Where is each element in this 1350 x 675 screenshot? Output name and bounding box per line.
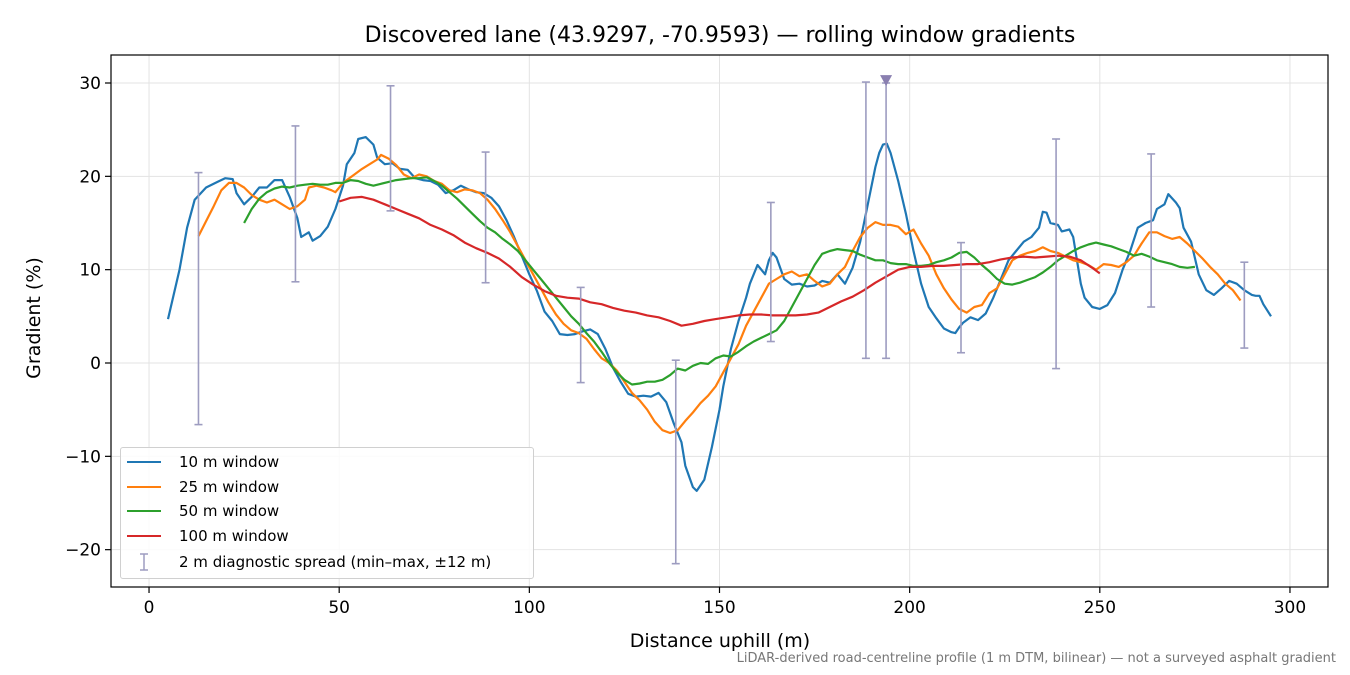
footnote: LiDAR-derived road-centreline profile (1… <box>736 651 1336 666</box>
legend-label: 2 m diagnostic spread (min–max, ±12 m) <box>179 553 492 571</box>
error-bar <box>766 201 775 343</box>
series-layer <box>166 75 1272 565</box>
error-bar <box>481 151 490 284</box>
series-line <box>338 195 1101 327</box>
chart-title: Discovered lane (43.9297, -70.9593) — ro… <box>365 23 1076 48</box>
legend-item: 2 m diagnostic spread (min–max, ±12 m) <box>121 551 491 573</box>
series-line <box>243 176 1196 386</box>
y-tick-label: 30 <box>79 74 101 94</box>
error-bar <box>861 81 870 360</box>
error-bar <box>386 85 395 212</box>
x-tick-label: 150 <box>703 598 735 618</box>
legend-item: 50 m window <box>121 500 279 522</box>
legend-swatch <box>127 486 161 488</box>
x-tick-label: 200 <box>893 598 925 618</box>
legend-item: 100 m window <box>121 525 289 547</box>
legend-item: 10 m window <box>121 451 279 473</box>
x-tick-label: 50 <box>328 598 350 618</box>
legend-label: 25 m window <box>179 478 280 496</box>
peak-marker <box>880 75 893 87</box>
error-bar <box>576 286 585 384</box>
y-tick-label: −10 <box>65 447 101 467</box>
legend-label: 50 m window <box>179 502 280 520</box>
legend-label: 100 m window <box>179 527 289 545</box>
x-axis-label: Distance uphill (m) <box>630 630 810 652</box>
error-bar <box>1052 138 1061 370</box>
legend-label: 10 m window <box>179 453 280 471</box>
axes: 0 50 100 150 200 250 300 −20 −10 0 10 20 30 <box>65 54 1329 618</box>
legend-swatch <box>127 535 161 537</box>
legend-swatch <box>127 510 161 512</box>
x-tick-label: 300 <box>1274 598 1306 618</box>
y-tick-label: −20 <box>65 541 101 561</box>
errorbar-legend-icon <box>127 552 161 572</box>
legend-swatch <box>127 461 161 463</box>
y-axis-label: Gradient (%) <box>23 257 45 379</box>
y-tick-label: 0 <box>90 354 101 374</box>
y-tick-label: 10 <box>79 261 101 281</box>
error-bar <box>956 241 965 354</box>
error-bar <box>194 171 203 426</box>
error-bar <box>291 125 300 283</box>
x-tick-label: 250 <box>1084 598 1116 618</box>
y-tick-label: 20 <box>79 167 101 187</box>
x-tick-label: 100 <box>513 598 545 618</box>
error-bar <box>1147 153 1156 308</box>
legend: 10 m window 25 m window 50 m window 100 … <box>120 447 534 579</box>
series-line <box>166 136 1272 492</box>
legend-item: 25 m window <box>121 476 279 498</box>
error-bar <box>1240 261 1249 349</box>
error-bar <box>671 359 680 565</box>
x-tick-label: 0 <box>144 598 155 618</box>
